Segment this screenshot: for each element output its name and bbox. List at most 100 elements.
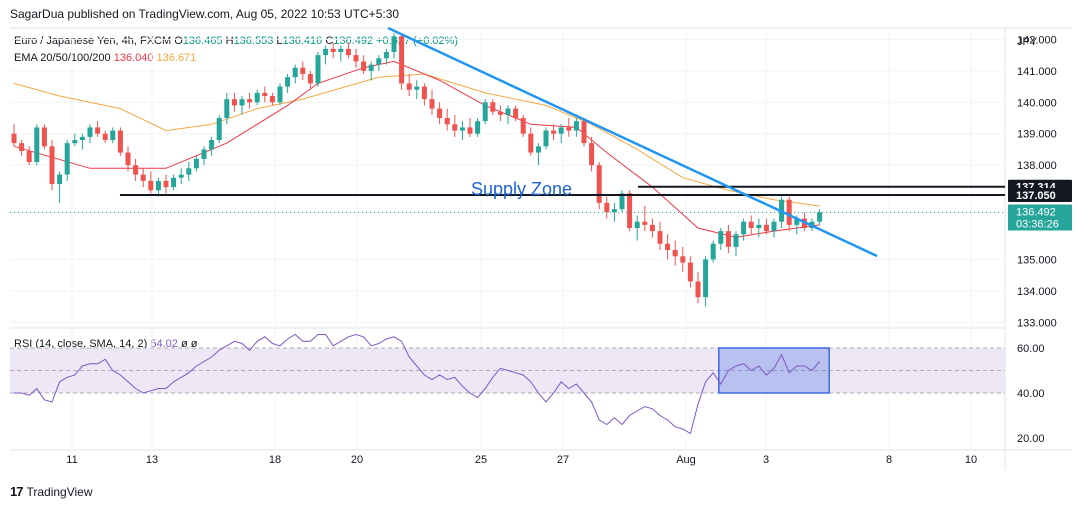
rsi-extra-1: ø [180, 338, 188, 350]
candle-down [520, 118, 526, 134]
time-tick-label: 27 [557, 454, 569, 466]
candle-up [323, 48, 329, 56]
time-tick-label: 8 [886, 454, 892, 466]
rsi-line [14, 333, 820, 435]
rsi-extra-2: ø [190, 338, 198, 350]
brand-name: TradingView [26, 484, 93, 499]
low-value: 136.416 [282, 35, 323, 47]
price-tick-label: 142.000 [1017, 34, 1057, 46]
candle-down [26, 151, 32, 162]
candle-down [566, 127, 572, 131]
candle-up [338, 48, 344, 52]
candle-up [178, 174, 184, 178]
candle-down [695, 281, 701, 298]
candle-up [87, 127, 93, 137]
symbol-name: Euro / Japanese Yen, 4h, FXCM [14, 35, 172, 47]
rsi-label: RSI (14, close, SMA, 14, 2) [14, 338, 148, 350]
price-tick-label: 135.000 [1017, 254, 1057, 266]
time-tick-label: 11 [66, 454, 77, 466]
candle-up [619, 193, 625, 210]
candle-down [680, 256, 686, 263]
candle-down [452, 124, 458, 131]
candle-down [11, 133, 17, 144]
descending-trendline [387, 26, 878, 258]
candle-down [102, 133, 108, 140]
time-tick-label: 18 [269, 454, 281, 466]
candle-down [581, 121, 587, 144]
candle-down [589, 143, 595, 166]
candle-down [627, 193, 633, 228]
candle-down [437, 108, 443, 118]
low-label: L [276, 35, 283, 47]
candle-down [649, 224, 655, 232]
candle-up [57, 174, 63, 184]
footer-brand: 17 TradingView [10, 484, 93, 499]
candle-up [703, 259, 709, 298]
candle-up [376, 58, 382, 65]
candle-up [209, 140, 215, 150]
candle-down [725, 231, 731, 247]
candle-down [665, 243, 671, 250]
candle-down [361, 61, 367, 71]
candle-down [353, 55, 359, 62]
close-value: 136.492 [333, 35, 374, 47]
supply-zone-annotation: Supply Zone [471, 179, 572, 199]
candle-down [247, 99, 253, 103]
candle-up [224, 99, 230, 118]
candle-up [254, 92, 260, 103]
candle-up [64, 143, 70, 175]
candle-up [771, 221, 777, 232]
currency-label: JPY [1017, 36, 1038, 48]
candle-up [573, 121, 579, 131]
candle-up [543, 130, 549, 147]
time-tick-label: 3 [763, 454, 769, 466]
candle-up [817, 212, 823, 222]
rsi-highlight-box [718, 347, 830, 394]
tradingview-logo-icon: 17 [10, 484, 24, 499]
price-tick-label: 134.000 [1017, 286, 1057, 298]
ema-legend: EMA 20/50/100/200 136.040 136.671 [14, 52, 196, 64]
symbol-legend: Euro / Japanese Yen, 4h, FXCM O136.465 H… [14, 35, 458, 47]
candle-down [125, 152, 131, 166]
candle-down [429, 99, 435, 109]
candle-down [300, 67, 306, 74]
candle-up [535, 146, 541, 153]
candle-down [497, 111, 503, 115]
candle-down [330, 48, 336, 52]
candle-up [216, 118, 222, 140]
candle-down [49, 146, 55, 184]
candle-down [269, 96, 275, 103]
price-tick-label: 140.000 [1017, 97, 1057, 109]
candle-down [421, 86, 427, 100]
price-axis-badge-label: 137.050 [1016, 190, 1056, 202]
rsi-legend: RSI (14, close, SMA, 14, 2) 54.02 ø ø [14, 338, 197, 350]
candle-down [490, 102, 496, 112]
candle-down [763, 224, 769, 232]
price-tick-label: 141.000 [1017, 66, 1057, 78]
high-value: 136.553 [233, 35, 274, 47]
candle-up [558, 127, 564, 134]
candle-up [634, 221, 640, 228]
candle-up [110, 130, 116, 140]
ema-fast-line [13, 60, 820, 238]
candle-up [155, 180, 161, 191]
candle-down [307, 74, 313, 84]
candle-up [315, 55, 321, 84]
close-label: C [325, 35, 334, 47]
candle-down [41, 127, 47, 147]
price-tick-label: 138.000 [1017, 160, 1057, 172]
candle-up [239, 99, 245, 106]
price-axis-badge-label: 136.492 [1016, 207, 1056, 219]
candle-up [482, 102, 488, 122]
candle-up [193, 158, 199, 169]
candle-up [756, 224, 762, 228]
candle-down [672, 250, 678, 257]
candle-down [19, 143, 25, 151]
candle-down [163, 180, 169, 188]
rsi-tick-label: 20.00 [1017, 433, 1045, 445]
candle-down [262, 92, 268, 96]
ema-fast-value: 136.040 [113, 52, 154, 64]
candle-up [794, 218, 800, 225]
price-tick-label: 139.000 [1017, 129, 1057, 141]
